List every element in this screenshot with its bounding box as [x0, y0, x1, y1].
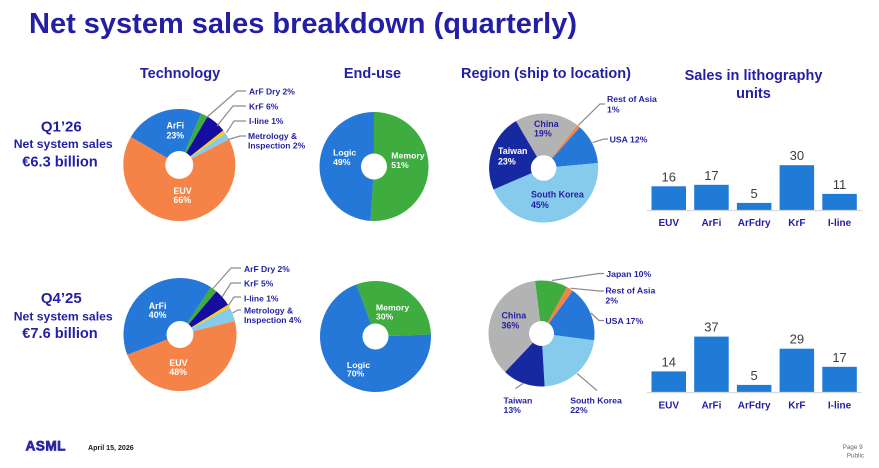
svg-text:Memory: Memory — [376, 302, 409, 312]
svg-text:End-use: End-use — [344, 66, 401, 82]
svg-text:40%: 40% — [149, 310, 167, 320]
svg-text:Rest of Asia: Rest of Asia — [605, 286, 655, 296]
svg-text:EUV: EUV — [658, 401, 679, 412]
svg-text:Taiwan: Taiwan — [504, 395, 533, 405]
svg-text:EUV: EUV — [658, 218, 679, 229]
svg-text:1%: 1% — [607, 104, 620, 114]
svg-text:23%: 23% — [498, 157, 516, 167]
svg-text:Inspection 4%: Inspection 4% — [244, 315, 302, 325]
svg-text:ASML: ASML — [26, 439, 66, 454]
svg-text:KrF 6%: KrF 6% — [249, 102, 279, 112]
svg-text:Region (ship to location): Region (ship to location) — [461, 66, 631, 82]
svg-text:I-line: I-line — [828, 218, 852, 229]
svg-text:5: 5 — [751, 186, 758, 201]
svg-text:€6.3 billion: €6.3 billion — [22, 154, 98, 170]
svg-text:ArFdry: ArFdry — [738, 218, 771, 229]
svg-text:70%: 70% — [347, 369, 365, 379]
svg-text:I-line 1%: I-line 1% — [244, 294, 279, 304]
svg-text:2%: 2% — [605, 295, 618, 305]
svg-text:USA 17%: USA 17% — [605, 316, 643, 326]
svg-text:Sales in lithography: Sales in lithography — [685, 68, 823, 84]
svg-text:KrF: KrF — [788, 401, 805, 412]
svg-text:units: units — [736, 86, 771, 102]
svg-text:Page 9: Page 9 — [843, 444, 863, 451]
svg-text:USA 12%: USA 12% — [610, 134, 648, 144]
svg-text:ArFi: ArFi — [701, 218, 721, 229]
svg-text:Rest of Asia: Rest of Asia — [607, 94, 657, 104]
svg-text:China: China — [534, 119, 559, 129]
svg-text:ArF Dry 2%: ArF Dry 2% — [249, 87, 295, 97]
svg-text:11: 11 — [833, 177, 847, 192]
svg-text:16: 16 — [662, 169, 676, 184]
svg-text:ArFi: ArFi — [701, 401, 721, 412]
svg-text:ArFdry: ArFdry — [738, 401, 771, 412]
svg-text:66%: 66% — [174, 195, 192, 205]
svg-text:Metrology &: Metrology & — [244, 305, 293, 315]
svg-text:EUV: EUV — [169, 358, 187, 368]
svg-text:Technology: Technology — [140, 66, 220, 82]
svg-text:EUV: EUV — [174, 186, 192, 196]
svg-text:17: 17 — [704, 168, 718, 183]
svg-text:Memory: Memory — [391, 151, 424, 161]
svg-text:Net system sales: Net system sales — [14, 309, 113, 323]
svg-text:I-line 1%: I-line 1% — [249, 116, 284, 126]
svg-text:5: 5 — [751, 368, 758, 383]
svg-text:23%: 23% — [167, 130, 185, 140]
svg-text:45%: 45% — [531, 200, 549, 210]
svg-text:22%: 22% — [570, 405, 588, 415]
svg-text:14: 14 — [662, 354, 676, 369]
svg-text:KrF 5%: KrF 5% — [244, 279, 274, 289]
svg-text:Inspection 2%: Inspection 2% — [248, 141, 306, 151]
svg-text:Q4’25: Q4’25 — [41, 290, 82, 307]
svg-text:13%: 13% — [504, 405, 522, 415]
svg-text:29: 29 — [790, 332, 804, 347]
svg-text:Net system sales breakdown (qu: Net system sales breakdown (quarterly) — [29, 8, 577, 40]
svg-text:51%: 51% — [391, 160, 409, 170]
svg-text:KrF: KrF — [788, 218, 805, 229]
svg-text:ArF Dry 2%: ArF Dry 2% — [244, 264, 290, 274]
svg-text:China: China — [502, 310, 527, 320]
svg-text:ArFi: ArFi — [167, 121, 185, 131]
svg-text:17: 17 — [832, 350, 846, 365]
svg-text:€7.6 billion: €7.6 billion — [22, 326, 98, 342]
svg-text:ArFi: ArFi — [149, 301, 167, 311]
svg-text:Japan 10%: Japan 10% — [606, 269, 651, 279]
svg-text:19%: 19% — [534, 129, 552, 139]
svg-text:37: 37 — [704, 320, 718, 335]
svg-text:South Korea: South Korea — [570, 395, 622, 405]
svg-text:48%: 48% — [169, 367, 187, 377]
svg-text:Metrology &: Metrology & — [248, 131, 297, 141]
svg-text:Logic: Logic — [333, 148, 356, 158]
svg-text:36%: 36% — [502, 321, 520, 331]
svg-text:I-line: I-line — [828, 401, 852, 412]
svg-text:30%: 30% — [376, 311, 394, 321]
svg-text:49%: 49% — [333, 157, 351, 167]
svg-text:30: 30 — [790, 148, 804, 163]
svg-text:Taiwan: Taiwan — [498, 146, 527, 156]
svg-text:Q1’26: Q1’26 — [41, 118, 82, 135]
svg-text:Logic: Logic — [347, 360, 370, 370]
svg-text:Net system sales: Net system sales — [14, 137, 113, 151]
svg-text:April 15, 2026: April 15, 2026 — [88, 444, 134, 452]
svg-text:South Korea: South Korea — [531, 189, 584, 199]
svg-text:Public: Public — [847, 453, 864, 460]
